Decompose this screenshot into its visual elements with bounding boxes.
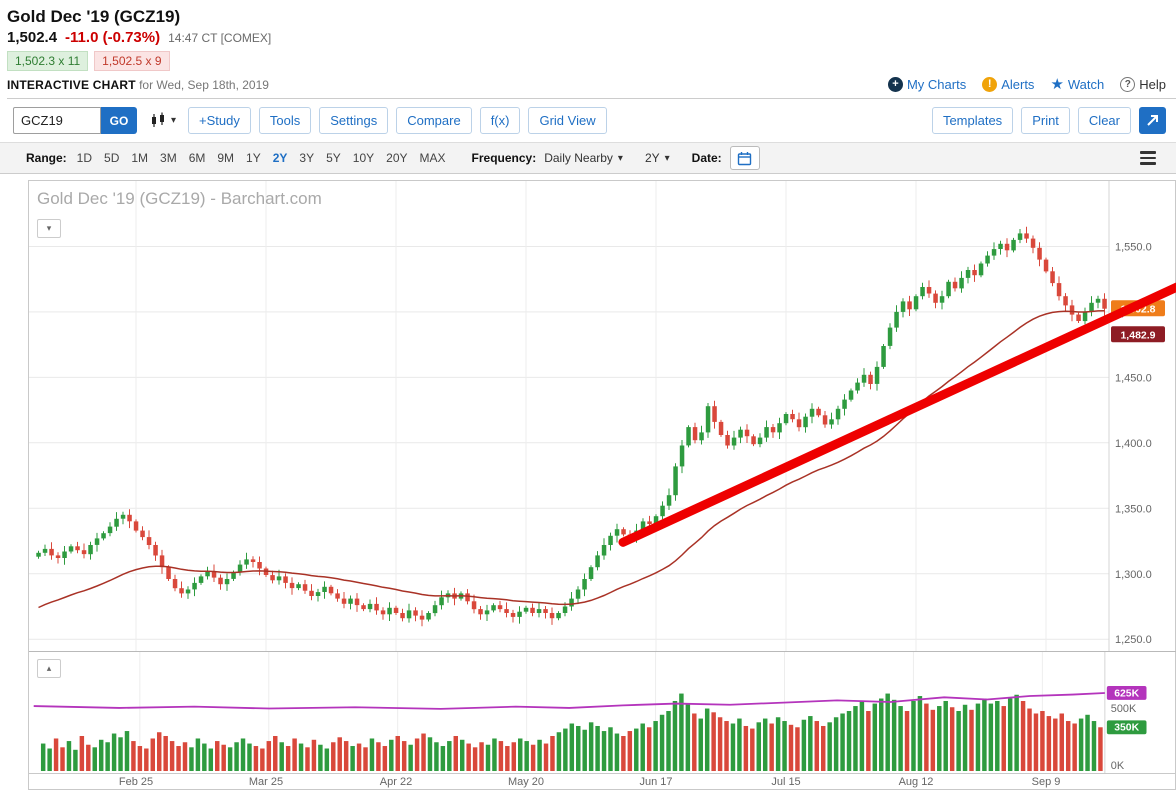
grid-view-button[interactable]: Grid View: [528, 107, 607, 134]
print-button[interactable]: Print: [1021, 107, 1070, 134]
expand-arrow-icon: [1147, 115, 1158, 126]
chevron-down-icon: ▾: [617, 152, 623, 164]
section-date: for Wed, Sep 18th, 2019: [139, 77, 269, 92]
plus-circle-icon: +: [887, 77, 903, 92]
candlestick-icon: [152, 112, 164, 127]
chart-toolbar: GO ▾ +Study Tools Settings Compare f(x) …: [0, 99, 1176, 142]
price-chart[interactable]: 1,550.01,500.01,450.01,400.01,350.01,300…: [29, 181, 1176, 651]
svg-text:0K: 0K: [1111, 760, 1125, 772]
svg-text:1,300.0: 1,300.0: [1115, 569, 1152, 581]
range-option-6m[interactable]: 6M: [188, 151, 206, 165]
x-axis-label: Feb 25: [118, 776, 154, 788]
x-axis-label: Jun 17: [639, 776, 673, 788]
svg-text:500K: 500K: [1111, 703, 1137, 715]
range-option-10y[interactable]: 10Y: [352, 151, 375, 165]
my-charts-label: My Charts: [906, 77, 967, 92]
price-change: -11.0 (-0.73%): [65, 29, 161, 46]
svg-text:1,350.0: 1,350.0: [1115, 503, 1152, 515]
range-option-9m[interactable]: 9M: [217, 151, 235, 165]
add-study-button[interactable]: +Study: [188, 107, 251, 134]
question-icon: ?: [1120, 77, 1136, 92]
bid-size-chip: 1,502.3 x 11: [7, 51, 89, 71]
frequency-value: Daily Nearby: [544, 151, 613, 165]
range-select-dropdown[interactable]: 2Y ▾: [645, 151, 670, 165]
frequency-dropdown[interactable]: Daily Nearby ▾: [544, 151, 623, 165]
chart-container: 1,550.01,500.01,450.01,400.01,350.01,300…: [28, 180, 1176, 790]
templates-button[interactable]: Templates: [931, 107, 1014, 134]
x-axis-label: Jul 15: [771, 776, 801, 788]
range-option-3y[interactable]: 3Y: [299, 151, 315, 165]
chevron-down-icon: ▾: [171, 115, 177, 126]
range-option-1y[interactable]: 1Y: [246, 151, 261, 165]
section-title: INTERACTIVE CHART: [7, 77, 136, 92]
range-option-20y[interactable]: 20Y: [386, 151, 408, 165]
range-option-5d[interactable]: 5D: [104, 151, 120, 165]
my-charts-link[interactable]: + My Charts: [887, 77, 967, 92]
x-axis-label: Sep 9: [1031, 776, 1061, 788]
expand-chart-button[interactable]: [1139, 107, 1166, 134]
price-pane-dropdown-toggle[interactable]: ▾: [37, 219, 61, 238]
range-label: Range:: [26, 151, 67, 165]
chevron-down-icon: ▾: [664, 152, 670, 164]
quote-header: Gold Dec '19 (GCZ19) 1,502.4 -11.0 (-0.7…: [0, 0, 1176, 99]
tools-button[interactable]: Tools: [258, 107, 312, 134]
watch-label: Watch: [1067, 77, 1105, 92]
svg-text:350K: 350K: [1114, 723, 1139, 734]
range-select-value: 2Y: [644, 151, 660, 165]
range-option-3m[interactable]: 3M: [160, 151, 177, 165]
range-options: 1D 5D 1M 3M 6M 9M 1Y 2Y 3Y 5Y 10Y 20Y MA…: [77, 151, 446, 165]
volume-chart[interactable]: 625K 500K 350K 0K: [29, 651, 1176, 773]
last-price: 1,502.4: [7, 29, 58, 46]
chart-menu-icon[interactable]: [1136, 147, 1160, 169]
range-option-1d[interactable]: 1D: [76, 151, 93, 165]
x-axis-label: Aug 12: [898, 776, 934, 788]
x-axis-label: Mar 25: [248, 776, 284, 788]
alerts-link[interactable]: ! Alerts: [982, 77, 1034, 92]
svg-text:1,400.0: 1,400.0: [1115, 438, 1152, 450]
svg-text:1,250.0: 1,250.0: [1115, 634, 1152, 646]
clear-button[interactable]: Clear: [1077, 107, 1131, 134]
range-option-max[interactable]: MAX: [419, 151, 446, 165]
svg-text:1,550.0: 1,550.0: [1115, 242, 1152, 254]
range-bar: Range: 1D 5D 1M 3M 6M 9M 1Y 2Y 3Y 5Y 10Y…: [0, 142, 1176, 174]
alert-icon: !: [982, 77, 998, 92]
chart-watermark: Gold Dec '19 (GCZ19) - Barchart.com: [37, 189, 322, 208]
help-link[interactable]: ? Help: [1120, 77, 1166, 92]
settings-button[interactable]: Settings: [319, 107, 389, 134]
x-axis-label: May 20: [507, 776, 545, 788]
range-option-2y-active[interactable]: 2Y: [272, 151, 288, 165]
frequency-label: Frequency:: [471, 151, 537, 165]
help-label: Help: [1139, 77, 1166, 92]
fx-button[interactable]: f(x): [479, 107, 521, 134]
go-button[interactable]: GO: [101, 107, 137, 134]
x-axis: Feb 25 Mar 25 Apr 22 May 20 Jun 17 Jul 15 Aug …: [29, 773, 1175, 789]
svg-text:625K: 625K: [1114, 688, 1139, 699]
compare-button[interactable]: Compare: [396, 107, 472, 134]
alerts-label: Alerts: [1001, 77, 1035, 92]
calendar-icon: [737, 151, 752, 165]
watch-link[interactable]: ★ Watch: [1050, 77, 1104, 92]
chart-type-selector[interactable]: ▾: [145, 110, 180, 131]
symbol-input[interactable]: [13, 107, 101, 134]
date-picker-button[interactable]: [729, 146, 760, 170]
quote-time: 14:47 CT [COMEX]: [168, 31, 272, 45]
svg-text:1,450.0: 1,450.0: [1115, 372, 1152, 384]
page-title: Gold Dec '19 (GCZ19): [7, 7, 181, 26]
svg-text:1,482.9: 1,482.9: [1120, 329, 1155, 341]
volume-pane-collapse-toggle[interactable]: ▴: [37, 659, 61, 678]
range-option-1m[interactable]: 1M: [131, 151, 149, 165]
range-option-5y[interactable]: 5Y: [326, 151, 341, 165]
date-label: Date:: [691, 151, 722, 165]
star-icon: ★: [1050, 76, 1064, 93]
ask-size-chip: 1,502.5 x 9: [94, 51, 170, 71]
x-axis-label: Apr 22: [379, 776, 413, 788]
